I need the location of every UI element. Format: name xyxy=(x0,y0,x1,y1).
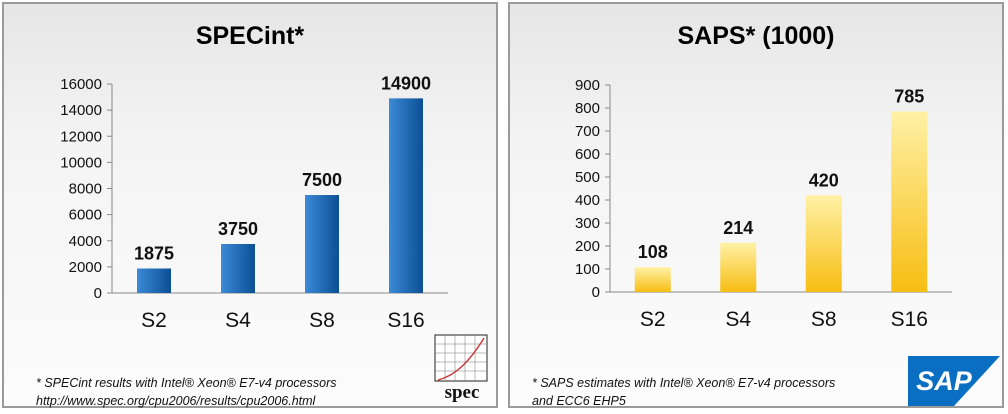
saps-data-label-s8: 420 xyxy=(809,170,839,190)
saps-y-tick-label: 200 xyxy=(575,238,600,255)
saps-chart: 0 100 200 300 400 500 600 700 800 900 108 S2 214 S4 42… xyxy=(575,77,952,331)
saps-footnote: * SAPS estimates with Intel® Xeon® E7-v4… xyxy=(532,374,835,410)
saps-y-tick-label: 400 xyxy=(575,192,600,209)
saps-chart-title: SAPS* (1000) xyxy=(677,22,835,50)
specint-y-tick-label: 10000 xyxy=(60,154,102,171)
spec-logo-text: spec xyxy=(445,382,480,402)
specint-y-tick-label: 2000 xyxy=(69,259,102,276)
saps-y-tick-label: 0 xyxy=(592,284,600,301)
sap-logo-shape xyxy=(908,356,1000,406)
spec-logo: spec xyxy=(434,334,488,402)
saps-bar-s8 xyxy=(805,195,842,292)
specint-data-label-s2: 1875 xyxy=(134,244,174,264)
saps-bar-s16 xyxy=(891,111,928,292)
specint-y-tick-label: 6000 xyxy=(69,207,102,224)
specint-y-tick-label: 16000 xyxy=(60,76,102,93)
saps-category-label-s4: S4 xyxy=(725,308,751,331)
saps-y-tick-label: 500 xyxy=(575,169,600,186)
sap-logo: SAP xyxy=(908,356,1000,406)
sap-logo-text: SAP xyxy=(916,366,973,396)
specint-footnote-line1: * SPECint results with Intel® Xeon® E7-v… xyxy=(36,376,337,390)
saps-bar-s4 xyxy=(720,242,757,292)
saps-y-tick-label: 700 xyxy=(575,123,600,140)
saps-category-label-s8: S8 xyxy=(811,308,837,331)
saps-footnote-line1: * SAPS estimates with Intel® Xeon® E7-v4… xyxy=(532,376,836,390)
specint-bar-s16 xyxy=(389,98,423,294)
specint-y-tick-label: 4000 xyxy=(69,233,102,250)
specint-category-label-s2: S2 xyxy=(141,309,167,332)
specint-bar-s8 xyxy=(305,195,339,293)
specint-data-label-s4: 3750 xyxy=(218,219,258,239)
specint-y-tick-label: 14000 xyxy=(60,102,102,119)
saps-data-label-s16: 785 xyxy=(894,86,924,106)
saps-chart-panel: SAPS* (1000) 0 100 200 300 400 500 600 700 800 90… xyxy=(508,2,1004,408)
specint-bar-s2 xyxy=(137,268,171,293)
specint-y-tick-label: 12000 xyxy=(60,128,102,145)
specint-footnote-line2: http://www.spec.org/cpu2006/results/cpu2… xyxy=(36,394,316,408)
specint-y-tick-label: 0 xyxy=(94,285,102,302)
saps-y-tick-label: 800 xyxy=(575,100,600,117)
saps-y-tick-label: 900 xyxy=(575,77,600,94)
saps-y-tick-label: 600 xyxy=(575,146,600,163)
specint-y-tick-label: 8000 xyxy=(69,181,102,198)
saps-category-label-s16: S16 xyxy=(891,308,928,331)
saps-y-tick-label: 300 xyxy=(575,215,600,232)
saps-category-label-s2: S2 xyxy=(640,308,666,331)
specint-data-label-s8: 7500 xyxy=(302,170,342,190)
specint-bar-s4 xyxy=(221,244,255,293)
saps-y-tick-label: 100 xyxy=(575,261,600,278)
saps-data-label-s4: 214 xyxy=(723,218,753,238)
specint-category-label-s4: S4 xyxy=(225,309,251,332)
specint-data-label-s16: 14900 xyxy=(381,73,431,93)
specint-chart-title: SPECint* xyxy=(195,22,305,50)
specint-chart: 0 2000 4000 6000 8000 10000 12000 14000 16000 187… xyxy=(60,73,448,332)
saps-footnote-line2: and ECC6 EHP5 xyxy=(532,394,626,408)
specint-chart-panel: SPECint* 0 2000 4000 6000 8000 10000 12000 1400… xyxy=(2,2,498,408)
specint-category-label-s16: S16 xyxy=(387,309,424,332)
specint-footnote: * SPECint results with Intel® Xeon® E7-v… xyxy=(36,374,337,410)
saps-bar-s2 xyxy=(634,267,671,292)
specint-category-label-s8: S8 xyxy=(309,309,335,332)
saps-data-label-s2: 108 xyxy=(638,242,668,262)
